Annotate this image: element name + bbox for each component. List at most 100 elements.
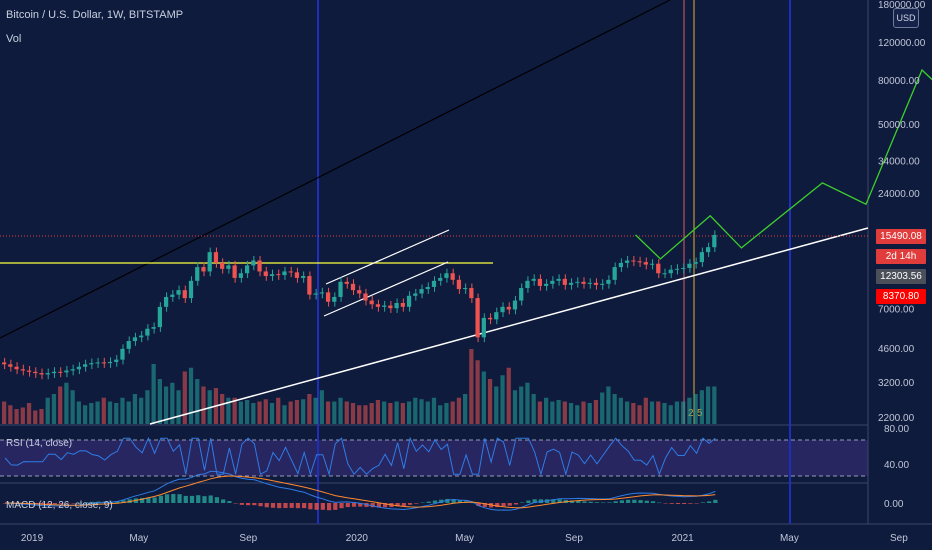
candle-body: [95, 362, 100, 364]
macd-hist-bar: [314, 503, 319, 510]
volume-bar: [82, 405, 88, 424]
volume-bar: [26, 403, 32, 424]
macd-hist-bar: [395, 503, 400, 507]
volume-bar: [325, 401, 331, 424]
macd-hist-bar: [345, 503, 350, 508]
candle-body: [82, 364, 88, 367]
candle-body: [512, 300, 518, 310]
volume-bar: [575, 405, 580, 424]
macd-hist-bar: [158, 495, 163, 503]
macd-hist-bar: [252, 503, 257, 506]
volume-bar: [519, 386, 524, 424]
price-tag-countdown: 2d 14h: [876, 249, 926, 264]
macd-hist-bar: [644, 500, 649, 503]
currency-button[interactable]: USD: [893, 8, 919, 28]
candle-body: [39, 373, 44, 375]
macd-hist-bar: [663, 503, 668, 504]
candle-body: [525, 280, 530, 289]
candle-body: [20, 369, 25, 371]
candle-body: [201, 267, 206, 272]
volume-bar: [313, 397, 318, 424]
volume-bar: [101, 397, 106, 424]
macd-hist-bar: [370, 503, 375, 508]
candle-body: [494, 312, 499, 320]
volume-indicator-label[interactable]: Vol: [6, 33, 22, 45]
volume-bar: [525, 382, 530, 424]
volume-bar: [475, 360, 480, 424]
volume-bar: [45, 397, 50, 424]
time-tick-label: Sep: [890, 533, 908, 544]
macd-hist-bar: [183, 495, 188, 503]
candle-body: [313, 293, 318, 295]
candle-body: [220, 262, 225, 269]
candle-body: [232, 265, 237, 278]
candle-body: [33, 371, 38, 374]
volume-bar: [481, 371, 486, 424]
volume-bar: [338, 397, 343, 424]
candle-body: [606, 279, 611, 284]
macd-hist-bar: [358, 503, 363, 507]
time-axis[interactable]: 2019MaySep2020MaySep2021MaySep2022MaySep: [21, 533, 932, 544]
candle-body: [76, 366, 81, 370]
candle-body: [705, 247, 711, 253]
volume-bar: [388, 403, 393, 424]
candle-body: [64, 370, 69, 373]
volume-bar: [307, 394, 312, 424]
macd-hist-bar: [283, 503, 288, 508]
price-tick-label: 50000.00: [878, 120, 920, 131]
volume-bar: [425, 401, 430, 424]
macd-hist-bar: [451, 499, 456, 503]
volume-bar: [238, 401, 243, 424]
macd-hist-bar: [682, 503, 687, 505]
time-tick-label: May: [780, 533, 799, 544]
candle-body: [425, 286, 430, 290]
volume-bar: [394, 401, 399, 424]
time-tick-label: 2020: [346, 533, 369, 544]
volume-bar: [70, 390, 75, 424]
macd-hist-bar: [470, 502, 475, 504]
price-tick-label: 4600.00: [878, 344, 915, 355]
volume-bar: [419, 399, 424, 424]
macd-hist-bar: [227, 501, 232, 503]
chart-symbol-title[interactable]: Bitcoin / U.S. Dollar, 1W, BITSTAMP: [6, 9, 184, 21]
macd-hist-bar: [638, 500, 643, 503]
macd-hist-bar: [688, 503, 693, 504]
candle-body: [151, 327, 156, 329]
macd-hist-bar: [432, 500, 438, 503]
volume-bar: [120, 397, 125, 424]
candle-body: [419, 289, 424, 294]
macd-hist-bar: [277, 503, 282, 509]
candle-body: [126, 341, 131, 349]
macd-hist-bar: [439, 499, 444, 503]
volume-bar: [687, 397, 692, 424]
rsi-line: [4, 436, 716, 477]
signal-line: [5, 475, 716, 509]
candle-body: [70, 369, 75, 371]
candle-body: [176, 290, 181, 295]
volume-bar: [176, 390, 181, 424]
candle-body: [631, 260, 636, 262]
time-tick-label: May: [129, 533, 148, 544]
macd-hist-bar: [71, 503, 76, 504]
candle-body: [531, 278, 536, 281]
rsi-pane: RSI (14, close): [4, 436, 716, 477]
candle-body: [519, 288, 524, 301]
volume-bar: [649, 401, 655, 424]
volume-bar: [20, 407, 25, 424]
macd-hist-bar: [239, 503, 244, 505]
candle-body: [163, 296, 169, 307]
candle-body: [469, 288, 474, 299]
volume-bar: [263, 399, 268, 424]
macd-hist-bar: [164, 494, 170, 503]
macd-hist-bar: [626, 499, 631, 503]
volume-bar: [369, 403, 374, 424]
macd-hist-bar: [302, 503, 307, 509]
channel-upper-line: [325, 229, 450, 285]
volume-bar: [612, 394, 617, 424]
macd-hist-bar: [713, 499, 718, 503]
volume-bar: [500, 375, 505, 424]
candle-body: [487, 317, 493, 320]
macd-hist-bar: [669, 503, 674, 504]
price-axis[interactable]: 180000.00 120000.00 80000.00 50000.00 34000.…: [878, 0, 926, 424]
